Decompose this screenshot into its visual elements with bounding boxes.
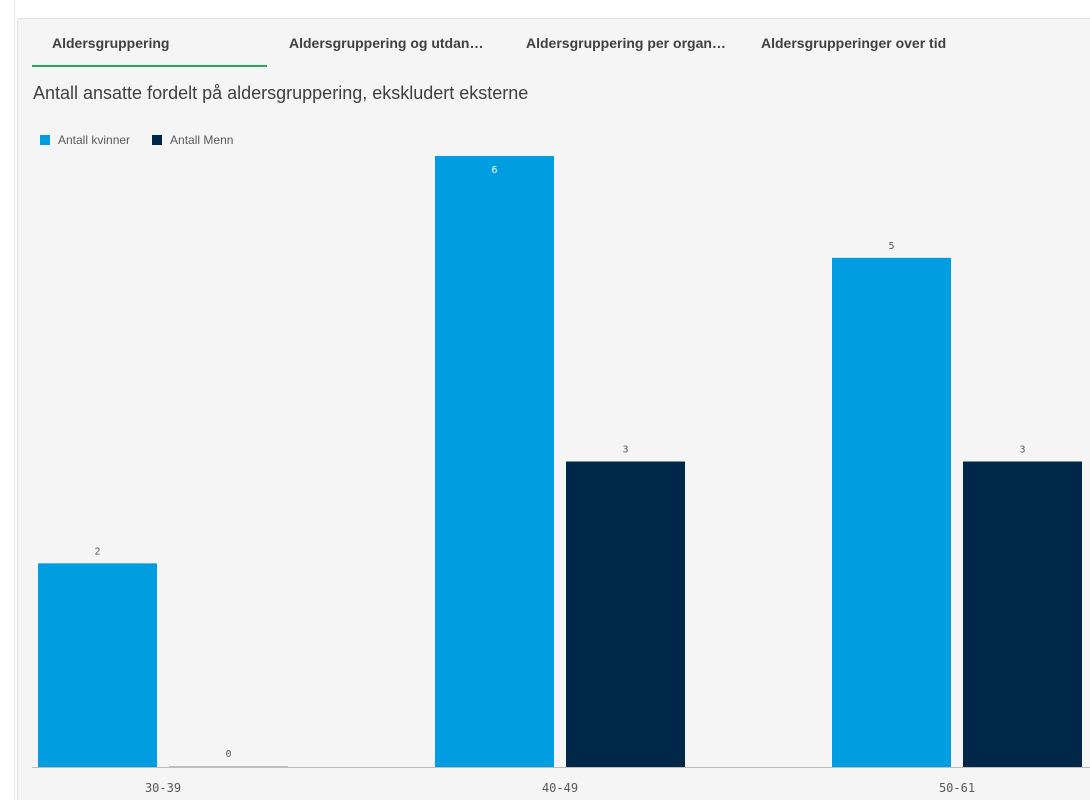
data-label: 5 (888, 241, 894, 252)
legend-item-kvinner[interactable]: Antall kvinner (40, 133, 130, 147)
data-label: 3 (1019, 445, 1025, 456)
bar-menn-30-39[interactable] (169, 766, 288, 767)
bar-menn-50-61[interactable] (963, 461, 1082, 768)
tab-aldersgrupperinger-over-tid[interactable]: Aldersgrupperinger over tid (761, 35, 947, 51)
tab-aldersgruppering[interactable]: Aldersgruppering (32, 19, 267, 67)
legend-item-menn[interactable]: Antall Menn (152, 133, 233, 147)
legend-swatch-menn (152, 135, 163, 145)
chart-title: Antall ansatte fordelt på aldersgrupperi… (33, 83, 529, 103)
left-sidebar-strip (0, 0, 15, 800)
legend-swatch-kvinner (40, 135, 50, 145)
bar-kvinner-30-39[interactable] (38, 563, 157, 767)
bar-menn-40-49[interactable] (566, 461, 685, 768)
x-tick-label: 50-61 (939, 781, 975, 795)
tab-aldersgruppering-og-utdanning[interactable]: Aldersgruppering og utdan… (289, 35, 484, 51)
legend-label-menn: Antall Menn (170, 133, 234, 147)
data-label: 2 (94, 546, 100, 557)
x-tick-label: 40-49 (542, 781, 578, 795)
x-tick-label: 30-39 (145, 781, 181, 795)
data-label: 3 (622, 445, 628, 456)
legend-label-kvinner: Antall kvinner (58, 133, 131, 147)
bar-kvinner-50-61[interactable] (832, 257, 951, 767)
bar-kvinner-40-49[interactable] (435, 156, 554, 767)
tab-bar: Aldersgruppering Aldersgruppering og utd… (32, 19, 1082, 67)
data-label: 6 (491, 165, 497, 176)
tab-aldersgruppering-per-organisasjon[interactable]: Aldersgruppering per organ… (526, 35, 726, 51)
chart-legend: Antall kvinner Antall Menn (40, 132, 255, 148)
data-label: 0 (225, 749, 231, 760)
